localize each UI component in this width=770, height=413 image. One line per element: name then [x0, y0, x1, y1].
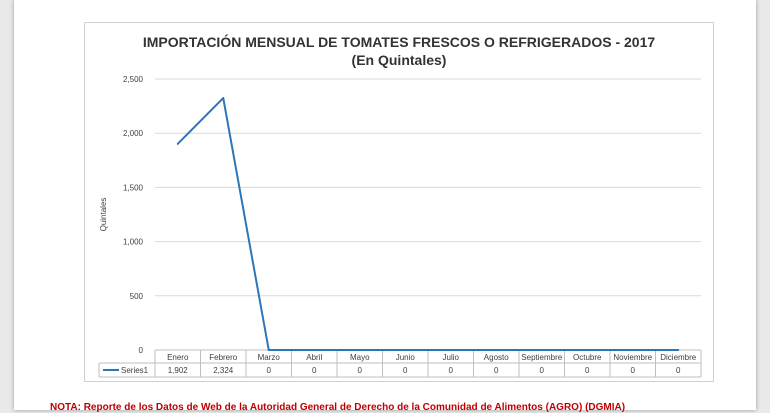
data-point [677, 349, 680, 351]
data-table-value: 0 [585, 366, 590, 375]
series-line [177, 97, 679, 351]
x-category-label: Abril [306, 353, 322, 362]
data-table-value: 0 [449, 366, 454, 375]
data-point [313, 349, 316, 351]
x-category-label: Diciembre [660, 353, 697, 362]
data-table-value: 0 [267, 366, 272, 375]
chart-plot: 0 500 1,000 1,500 2,000 2,500 Quintales Enero Fe… [98, 75, 702, 378]
data-point [449, 349, 452, 351]
chart-title: IMPORTACIÓN MENSUAL DE TOMATES FRESCOS O… [142, 34, 656, 50]
data-table-value: 0 [676, 366, 681, 375]
y-tick-label: 500 [130, 292, 144, 301]
x-category-label: Mayo [350, 353, 370, 362]
x-category-label: Marzo [258, 353, 281, 362]
data-point [176, 142, 179, 145]
chart-frame: IMPORTACIÓN MENSUAL DE TOMATES FRESCOS O… [84, 22, 714, 382]
data-table-value: 0 [540, 366, 545, 375]
legend-label: Series1 [121, 366, 149, 375]
chart-subtitle: (En Quintales) [351, 52, 447, 68]
page-sheet: IMPORTACIÓN MENSUAL DE TOMATES FRESCOS O… [14, 0, 756, 410]
x-category-label: Noviembre [613, 353, 652, 362]
x-category-label: Enero [167, 353, 189, 362]
y-axis-label: Quintales [99, 198, 108, 232]
data-point [222, 97, 225, 100]
data-point [495, 349, 498, 351]
data-point [404, 349, 407, 351]
data-table-value: 2,324 [213, 366, 234, 375]
x-category-label: Octubre [573, 353, 602, 362]
x-category-label: Septiembre [521, 353, 562, 362]
x-category-label: Junio [396, 353, 416, 362]
data-point [631, 349, 634, 351]
data-point [267, 349, 270, 351]
y-tick-label: 1,500 [123, 183, 144, 192]
data-point [586, 349, 589, 351]
data-table-value: 0 [631, 366, 636, 375]
y-tick-label: 2,000 [123, 129, 144, 138]
x-category-label: Agosto [484, 353, 509, 362]
data-table-value: 1,902 [168, 366, 189, 375]
y-tick-label: 2,500 [123, 75, 144, 84]
x-category-label: Febrero [209, 353, 238, 362]
data-point [358, 349, 361, 351]
data-table-value: 0 [312, 366, 317, 375]
footnote: NOTA: Reporte de los Datos de Web de la … [50, 402, 626, 413]
y-tick-label: 1,000 [123, 238, 144, 247]
data-table-value: 0 [403, 366, 408, 375]
x-category-label: Julio [443, 353, 460, 362]
y-tick-label: 0 [139, 346, 144, 355]
data-table-value: 0 [358, 366, 363, 375]
data-table-value: 0 [494, 366, 499, 375]
data-point [540, 349, 543, 351]
